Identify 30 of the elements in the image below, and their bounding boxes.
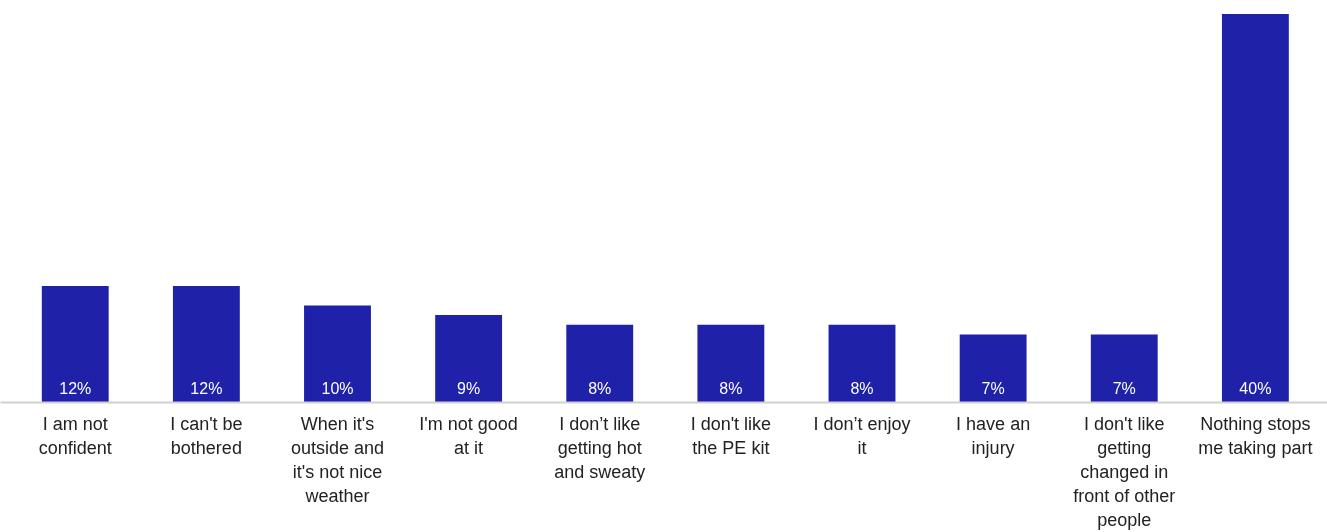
bar [566,324,634,403]
x-tick-label: I'm not good at it [419,413,518,458]
data-label: 9% [457,379,481,397]
bar [959,334,1027,403]
bar [828,324,896,403]
bar [1221,14,1289,403]
data-label: 7% [1112,379,1136,397]
bar [435,315,503,403]
data-label: 10% [321,379,354,397]
bar [1090,334,1158,403]
x-tick-label: When it's outside and it's not nice weather [290,413,385,506]
x-tick-label: I don't like the PE kit [690,413,772,458]
bar [41,285,109,403]
data-label: 8% [588,379,612,397]
x-tick-label: I can't be bothered [170,413,243,458]
x-tick-label: I don't like getting changed in front of other people [1073,413,1176,530]
data-label: 12% [190,379,223,397]
bar [304,305,371,403]
x-tick-label: I am not confident [38,413,112,458]
x-tick-label: I have an injury [956,413,1031,458]
data-label: 40% [1239,379,1272,397]
data-label: 12% [59,379,92,397]
x-tick-label: I don’t enjoy it [813,413,911,458]
data-label: 8% [719,379,743,397]
bar [172,285,240,403]
x-tick-label: I don’t like getting hot and sweaty [554,413,646,482]
bar [697,324,765,403]
data-label: 8% [850,379,874,397]
x-tick-label: Nothing stops me taking part [1198,413,1313,458]
data-label: 7% [981,379,1005,397]
